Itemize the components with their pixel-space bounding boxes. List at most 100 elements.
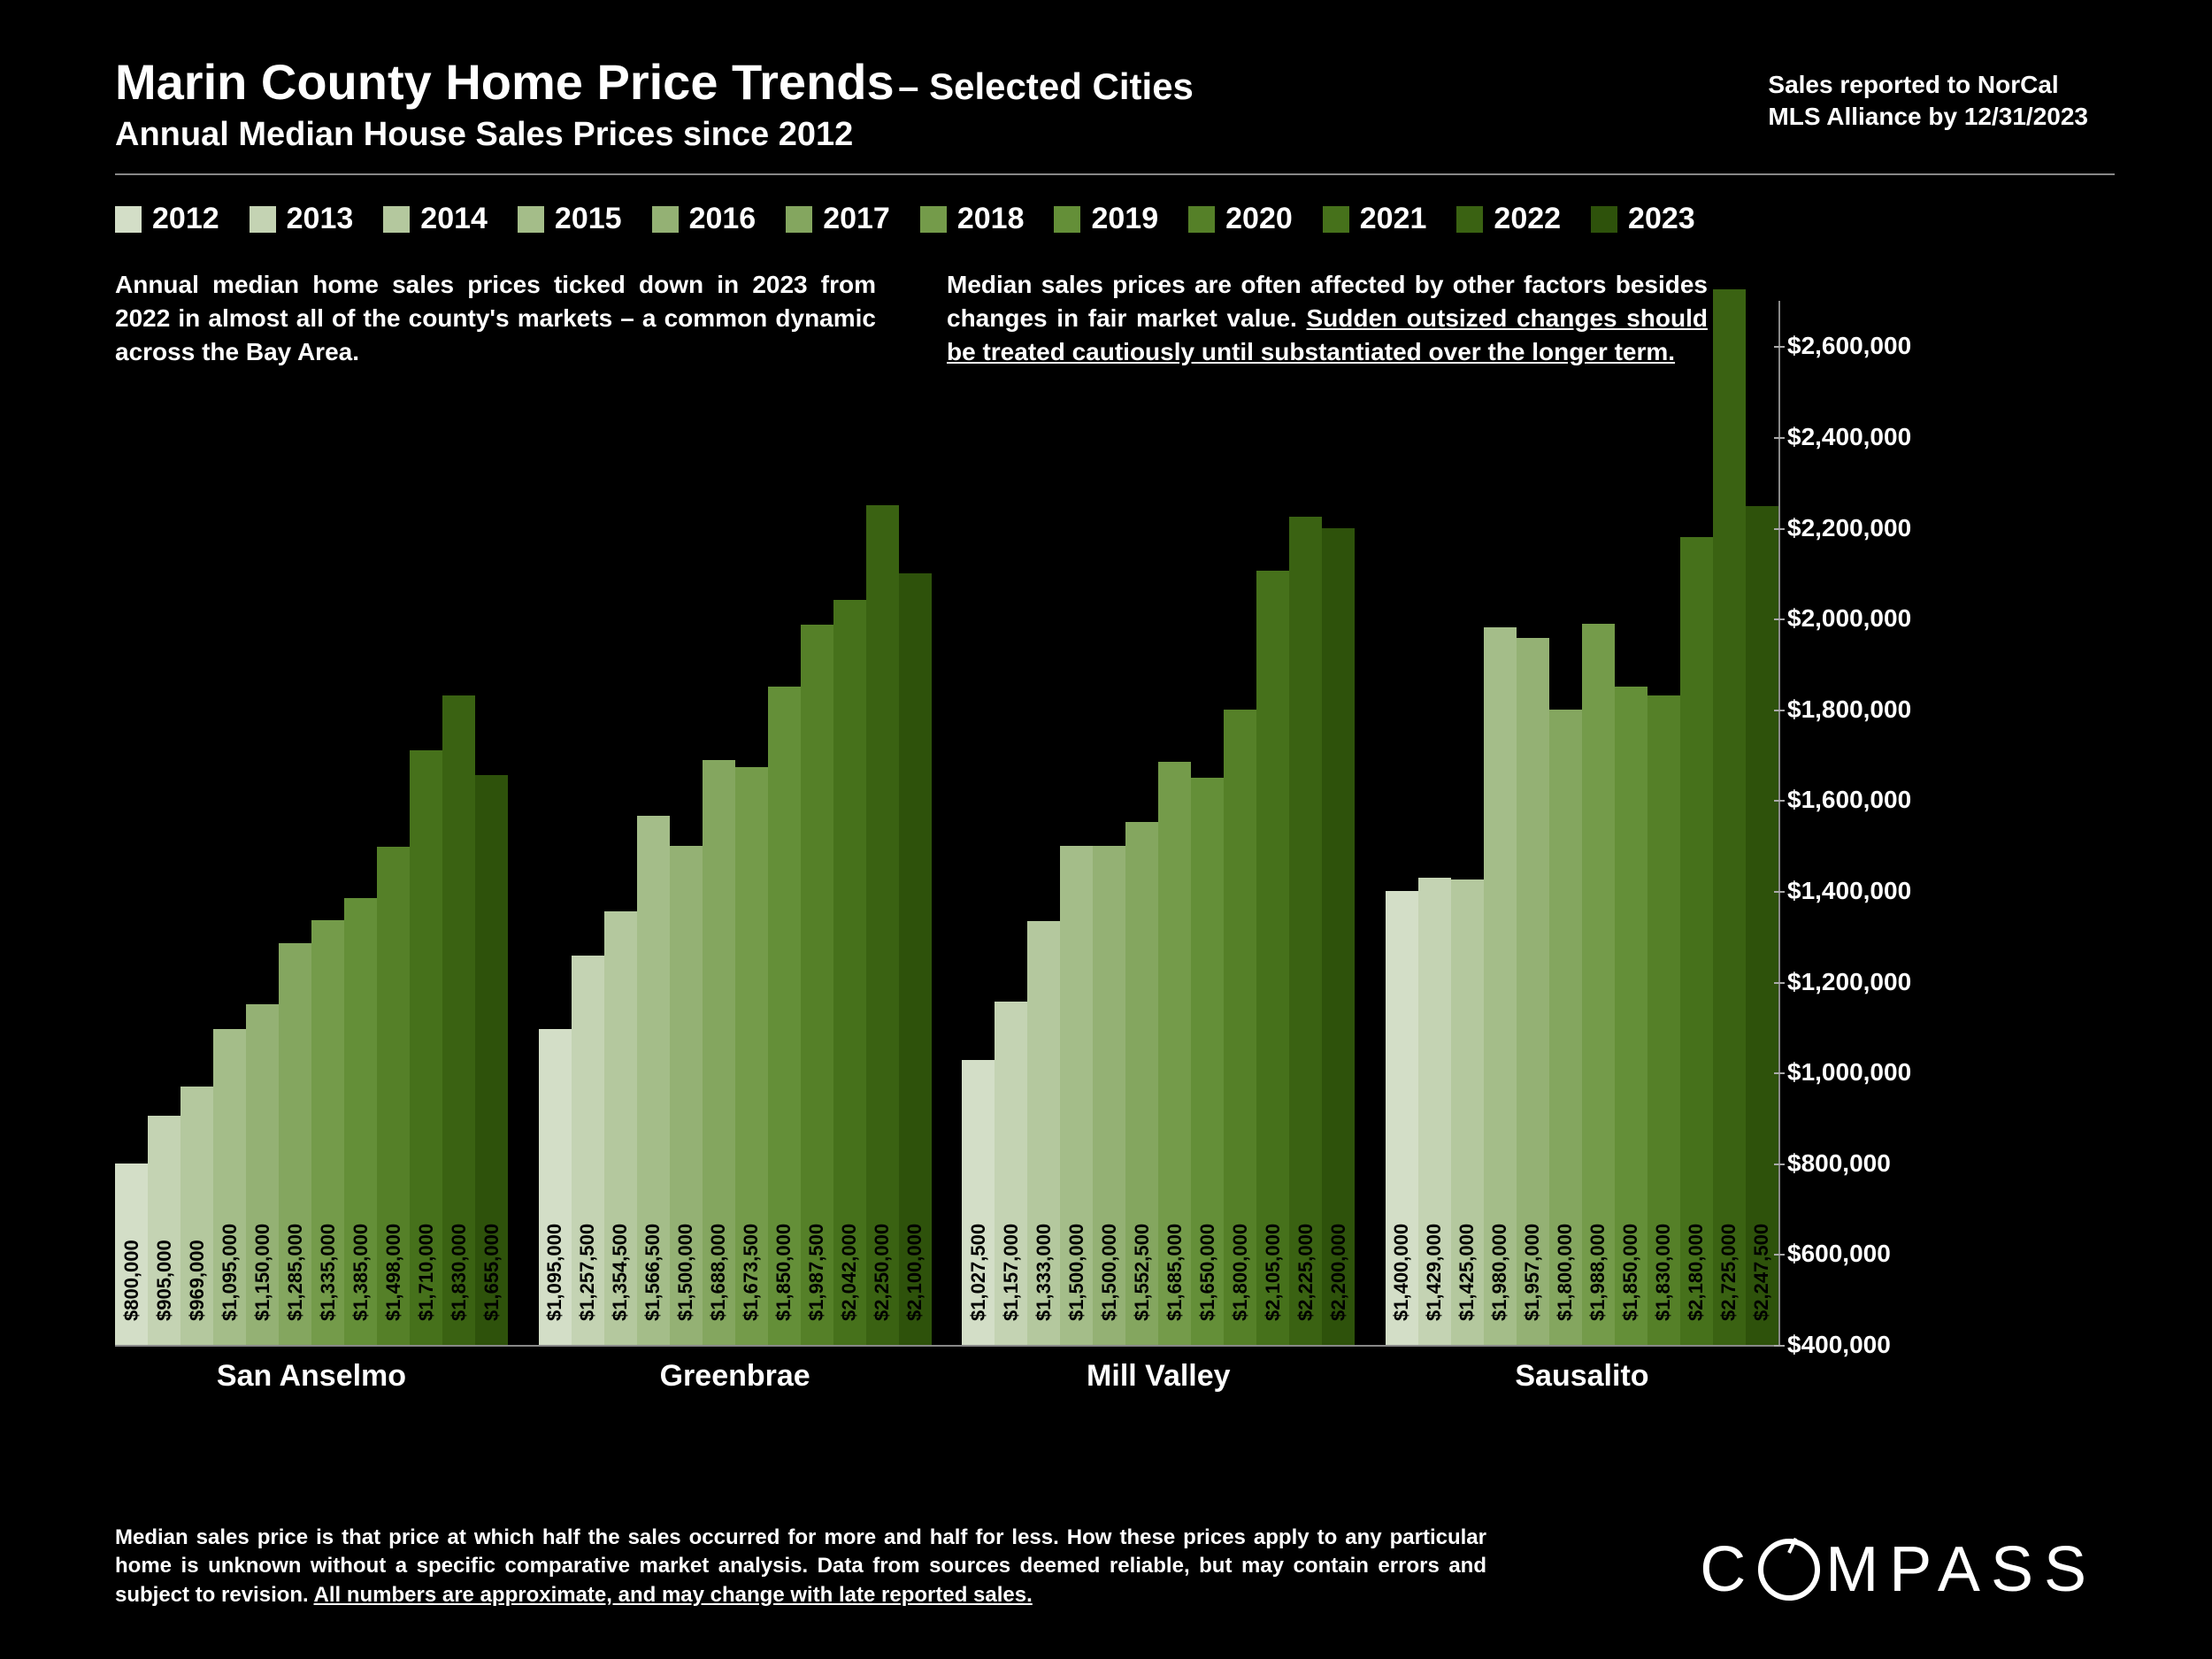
legend-label: 2020 xyxy=(1225,202,1293,236)
bar-group: $1,027,500$1,157,000$1,333,000$1,500,000… xyxy=(962,301,1355,1345)
bar: $1,650,000 xyxy=(1191,778,1224,1345)
bar: $1,285,000 xyxy=(279,943,311,1345)
bar: $1,500,000 xyxy=(1093,846,1125,1345)
bar: $1,688,000 xyxy=(703,760,735,1345)
divider xyxy=(115,173,2115,175)
legend-item: 2019 xyxy=(1054,202,1158,236)
y-tick-label: $1,000,000 xyxy=(1787,1058,1911,1087)
bar: $1,095,000 xyxy=(213,1029,246,1345)
bar-value-label: $1,157,000 xyxy=(1000,1224,1023,1321)
bar-value-label: $1,150,000 xyxy=(251,1224,274,1321)
bar-value-label: $1,500,000 xyxy=(1065,1224,1088,1321)
bar-value-label: $1,500,000 xyxy=(674,1224,697,1321)
bar-value-label: $1,800,000 xyxy=(1554,1224,1577,1321)
legend-label: 2023 xyxy=(1628,202,1695,236)
legend-swatch xyxy=(518,206,544,233)
bar-group: $1,095,000 $1,257,500$1,354,500$1,566,500… xyxy=(539,301,932,1345)
bar: $1,500,000 xyxy=(670,846,703,1345)
y-tick-label: $1,800,000 xyxy=(1787,695,1911,724)
y-tick-label: $400,000 xyxy=(1787,1331,1891,1359)
bar-value-label: $1,830,000 xyxy=(448,1224,471,1321)
bar-value-label: $1,385,000 xyxy=(349,1224,373,1321)
legend-label: 2022 xyxy=(1494,202,1561,236)
bar: $2,180,000 xyxy=(1680,537,1713,1345)
legend-item: 2023 xyxy=(1591,202,1695,236)
y-axis: $400,000$600,000$800,000$1,000,000$1,200… xyxy=(1787,301,2008,1345)
legend-swatch xyxy=(250,206,276,233)
bar: $969,000 xyxy=(180,1087,213,1345)
legend-item: 2015 xyxy=(518,202,622,236)
group-label: Sausalito xyxy=(1386,1359,1778,1394)
legend-label: 2018 xyxy=(957,202,1025,236)
bar-value-label: $1,800,000 xyxy=(1229,1224,1252,1321)
bar: $1,333,000 xyxy=(1027,921,1060,1345)
bar: $2,250,000 xyxy=(866,505,899,1345)
bar-value-label: $2,250,000 xyxy=(871,1224,894,1321)
bar-value-label: $1,850,000 xyxy=(1619,1224,1642,1321)
legend-swatch xyxy=(383,206,410,233)
bar-value-label: $1,566,500 xyxy=(641,1224,664,1321)
bar: $1,850,000 xyxy=(1615,687,1647,1345)
bar-value-label: $1,425,000 xyxy=(1455,1224,1479,1321)
bar-groups: $800,000$905,000$969,000$1,095,000$1,150… xyxy=(115,301,1778,1345)
legend-label: 2014 xyxy=(420,202,488,236)
bar-value-label: $1,655,000 xyxy=(480,1224,503,1321)
bar: $2,225,000 xyxy=(1289,517,1322,1345)
legend-item: 2018 xyxy=(920,202,1025,236)
bar: $2,042,000 xyxy=(833,600,866,1345)
bar: $1,673,500 xyxy=(735,767,768,1345)
bars: $1,095,000 $1,257,500$1,354,500$1,566,500… xyxy=(539,301,932,1345)
bar: $800,000 xyxy=(115,1164,148,1345)
legend-item: 2012 xyxy=(115,202,219,236)
legend-item: 2014 xyxy=(383,202,488,236)
title-sub: – Selected Cities xyxy=(898,65,1194,107)
chart: $800,000$905,000$969,000$1,095,000$1,150… xyxy=(115,301,2097,1407)
bar-value-label: $2,180,000 xyxy=(1685,1224,1708,1321)
legend-label: 2016 xyxy=(689,202,757,236)
bar-value-label: $1,095,000 xyxy=(543,1224,566,1321)
bar: $1,354,500 xyxy=(604,911,637,1345)
bar: $1,385,000 xyxy=(344,898,377,1345)
bar-value-label: $1,988,000 xyxy=(1586,1224,1609,1321)
bar-value-label: $1,685,000 xyxy=(1164,1224,1187,1321)
bar: $2,200,000 xyxy=(1322,528,1355,1345)
legend-label: 2012 xyxy=(152,202,219,236)
bar-value-label: $2,200,000 xyxy=(1327,1224,1350,1321)
bar: $1,500,000 xyxy=(1060,846,1093,1345)
bar: $1,157,000 xyxy=(995,1002,1027,1345)
bar-value-label: $1,552,500 xyxy=(1131,1224,1154,1321)
bar-value-label: $1,850,000 xyxy=(772,1224,795,1321)
bar-value-label: $2,247,500 xyxy=(1750,1224,1773,1321)
bar-value-label: $1,285,000 xyxy=(284,1224,307,1321)
legend-swatch xyxy=(1054,206,1080,233)
footer-b: All numbers are approximate, and may cha… xyxy=(314,1583,1033,1607)
legend-label: 2013 xyxy=(287,202,354,236)
bar-value-label: $1,335,000 xyxy=(317,1224,340,1321)
bar-value-label: $905,000 xyxy=(153,1240,176,1321)
y-tick-label: $1,400,000 xyxy=(1787,877,1911,905)
bar-value-label: $1,650,000 xyxy=(1196,1224,1219,1321)
bar-value-label: $2,042,000 xyxy=(838,1224,861,1321)
header-source: Sales reported to NorCal MLS Alliance by… xyxy=(1768,69,2088,134)
bar: $1,257,500 xyxy=(572,956,604,1345)
bar: $1,552,500 xyxy=(1125,822,1158,1345)
bar: $1,987,500 xyxy=(801,625,833,1345)
bar-value-label: $1,400,000 xyxy=(1390,1224,1413,1321)
y-tick-label: $1,600,000 xyxy=(1787,786,1911,814)
plot-area: $800,000$905,000$969,000$1,095,000$1,150… xyxy=(115,301,1778,1345)
bar: $905,000 xyxy=(148,1116,180,1345)
bar: $1,150,000 xyxy=(246,1004,279,1345)
legend-swatch xyxy=(652,206,679,233)
bar-value-label: $1,429,000 xyxy=(1423,1224,1446,1321)
bars: $800,000$905,000$969,000$1,095,000$1,150… xyxy=(115,301,508,1345)
bar-value-label: $2,105,000 xyxy=(1262,1224,1285,1321)
bar: $1,400,000 xyxy=(1386,891,1418,1345)
bar-value-label: $2,225,000 xyxy=(1294,1224,1317,1321)
bar: $1,335,000 xyxy=(311,920,344,1345)
legend-item: 2017 xyxy=(786,202,890,236)
bar: $1,498,000 xyxy=(377,847,410,1345)
y-tick-label: $800,000 xyxy=(1787,1149,1891,1178)
y-tick-label: $600,000 xyxy=(1787,1240,1891,1268)
legend-swatch xyxy=(1188,206,1215,233)
y-tick-label: $1,200,000 xyxy=(1787,968,1911,996)
